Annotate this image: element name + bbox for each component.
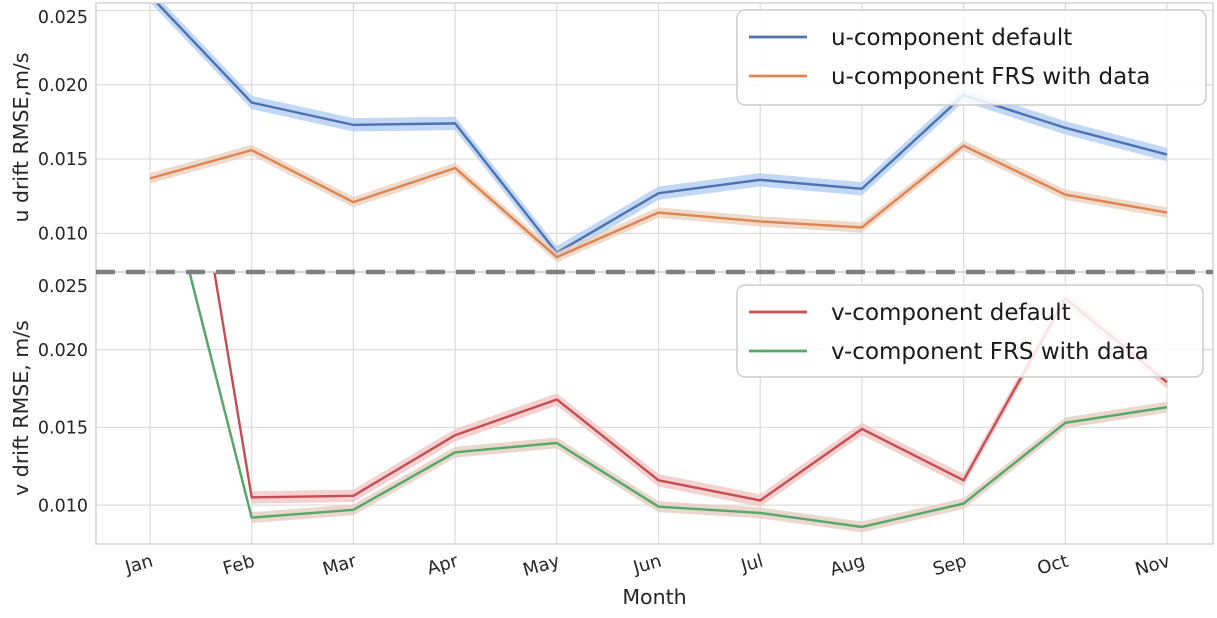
x-tick-label: May	[521, 551, 563, 582]
series-layer	[149, 3, 1168, 263]
legend-label: u-component FRS with data	[831, 64, 1150, 90]
legend-bottom: v-component default v-component FRS with …	[736, 284, 1204, 378]
y-axis-label: v drift RMSE, m/s	[9, 320, 33, 496]
x-tick-label: Aug	[828, 551, 868, 581]
y-tick-label: 0.025	[38, 8, 88, 28]
y-tick-label: 0.010	[38, 496, 88, 516]
x-tick-label: Apr	[425, 550, 461, 579]
x-tick-label: Oct	[1035, 551, 1071, 580]
y-axis-label: u drift RMSE,m/s	[9, 52, 33, 222]
confidence-band-frs	[188, 272, 1167, 533]
x-tick-label: Mar	[320, 550, 359, 580]
legend-top: u-component default u-component FRS with …	[736, 9, 1207, 106]
confidence-band-default	[150, 3, 1167, 260]
y-tick-label: 0.020	[38, 341, 88, 361]
y-tick-label: 0.025	[38, 277, 88, 297]
series-line-default	[155, 3, 1168, 254]
legend-label: v-component default	[831, 300, 1071, 326]
y-tick-label: 0.020	[38, 76, 88, 96]
x-tick-label: Feb	[221, 551, 257, 580]
y-tick-label: 0.015	[38, 150, 88, 170]
x-tick-label: Jun	[630, 551, 664, 579]
x-tick-label: Sep	[931, 551, 969, 581]
subplot-bottom: 0.010 0.015 0.020 0.025 v drift RMSE, m/s	[9, 271, 1214, 545]
x-tick-label: Jan	[122, 551, 155, 579]
legend-label: v-component FRS with data	[831, 339, 1149, 365]
legend-label: u-component default	[831, 25, 1072, 51]
series-line-frs	[149, 144, 1168, 259]
x-tick-label: Jul	[738, 551, 766, 577]
legend-box	[736, 9, 1207, 106]
series-layer	[188, 272, 1168, 533]
y-tick-label: 0.010	[38, 224, 88, 244]
y-tick-label: 0.015	[38, 419, 88, 439]
series-line-default	[213, 272, 1168, 502]
x-tick-label: Nov	[1133, 551, 1173, 581]
series-line-frs	[188, 272, 1168, 529]
legend-box	[736, 284, 1204, 378]
x-axis-label: Month	[622, 585, 686, 609]
